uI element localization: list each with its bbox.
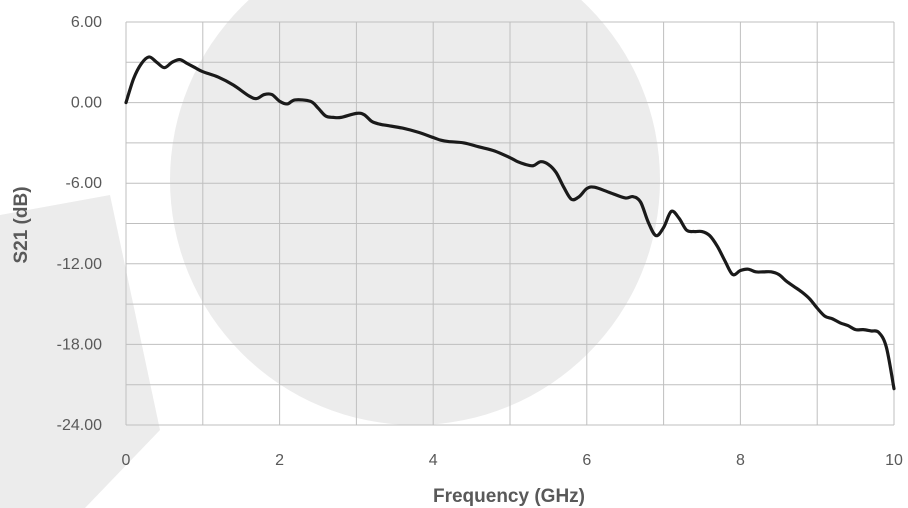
watermark-circle bbox=[170, 0, 660, 425]
x-tick-label: 6 bbox=[582, 452, 591, 469]
y-tick-label: -6.00 bbox=[66, 175, 103, 192]
x-tick-label: 0 bbox=[122, 452, 131, 469]
x-tick-label: 10 bbox=[885, 452, 903, 469]
x-tick-label: 8 bbox=[736, 452, 745, 469]
y-tick-label: -24.00 bbox=[57, 417, 102, 434]
gridlines bbox=[125, 21, 895, 426]
watermark-wedge bbox=[0, 195, 160, 508]
y-tick-label: -18.00 bbox=[57, 336, 102, 353]
background-watermark bbox=[0, 0, 660, 508]
x-tick-label: 2 bbox=[275, 452, 284, 469]
x-tick-label: 4 bbox=[429, 452, 438, 469]
y-axis-tick-labels: 6.00 0.00 -6.00 -12.00 -18.00 -24.00 bbox=[57, 14, 102, 434]
y-axis-title: S21 (dB) bbox=[11, 186, 32, 263]
y-tick-label: 6.00 bbox=[71, 14, 102, 31]
y-tick-label: -12.00 bbox=[57, 256, 102, 273]
x-axis-title: Frequency (GHz) bbox=[433, 486, 585, 507]
series-layer bbox=[124, 55, 896, 391]
y-tick-label: 0.00 bbox=[71, 95, 102, 112]
x-axis-tick-labels: 0 2 4 6 8 10 bbox=[122, 452, 903, 469]
s21-series-line bbox=[124, 55, 896, 391]
